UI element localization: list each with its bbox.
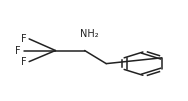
Text: F: F [15, 45, 21, 56]
Text: F: F [21, 57, 27, 67]
Text: F: F [21, 34, 27, 44]
Text: NH₂: NH₂ [80, 29, 99, 39]
